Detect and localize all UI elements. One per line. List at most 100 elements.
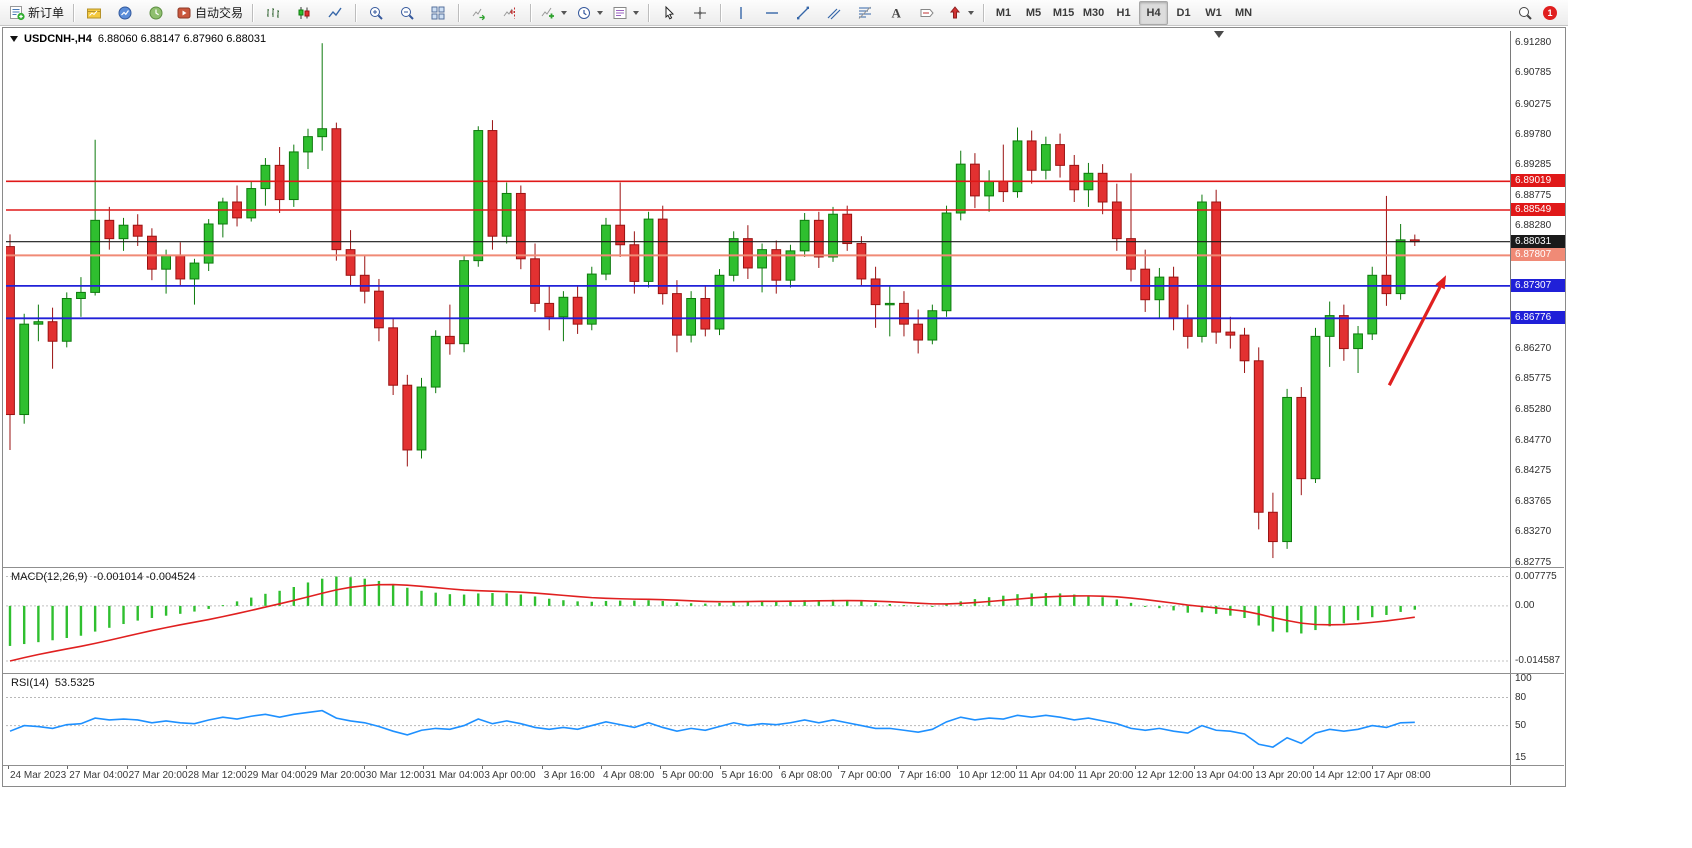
time-tick <box>1194 766 1195 769</box>
timeframe-d1-button[interactable]: D1 <box>1176 6 1191 19</box>
horizontal-line-icon <box>766 11 779 14</box>
notification-badge[interactable]: 1 <box>1543 5 1557 20</box>
time-tick <box>1075 766 1077 769</box>
price-chart-plot[interactable]: USDCNH-,H4 6.88060 6.88147 6.87960 6.880… <box>6 31 1510 566</box>
vertical-line-button[interactable] <box>726 1 756 25</box>
crosshair-button[interactable] <box>685 1 715 25</box>
zoom-out-icon <box>401 6 414 20</box>
time-tick <box>601 766 602 769</box>
time-axis[interactable]: 24 Mar 2023 27 Mar 04:00 27 Mar 20:00 28 Ma… <box>6 766 1510 785</box>
navigator-icon <box>149 6 163 19</box>
price-tick-label: 6.85280 <box>1515 403 1552 415</box>
price-line-badge: 6.88031 <box>1511 234 1565 248</box>
timeframe-m30-button[interactable]: M30 <box>1082 6 1105 19</box>
panel-divider[interactable] <box>3 567 1564 568</box>
text-button[interactable]: A <box>881 1 911 25</box>
chevron-down-icon <box>968 10 975 15</box>
indicators-button[interactable] <box>536 1 571 25</box>
market-watch-button[interactable] <box>110 1 140 25</box>
price-tick-label: 6.85775 <box>1515 373 1552 385</box>
tile-windows-button[interactable] <box>423 1 453 25</box>
bar-chart-button[interactable] <box>258 1 288 25</box>
time-tick <box>245 766 247 769</box>
time-tick-label: 27 Mar 20:00 <box>128 770 188 781</box>
price-axis[interactable]: 6.91280 6.90785 6.90275 6.89780 6.89285 6.887… <box>1511 31 1566 568</box>
time-tick <box>897 766 899 769</box>
price-line-badge: 6.89019 <box>1511 174 1565 188</box>
new-order-button[interactable]: 新订单 <box>5 1 68 25</box>
timeframe-m5-button[interactable]: M5 <box>1025 6 1042 19</box>
price-tick-label: 6.83765 <box>1515 496 1552 508</box>
autotrading-button[interactable]: 自动交易 <box>172 1 247 25</box>
periods-button[interactable] <box>572 1 607 25</box>
time-tick-label: 13 Apr 20:00 <box>1255 770 1313 781</box>
rsi-axis[interactable]: 100 80 50 15 <box>1511 673 1566 764</box>
time-tick-label: 27 Mar 04:00 <box>69 770 129 781</box>
time-tick-label: 24 Mar 2023 <box>10 770 67 781</box>
text-label-button[interactable] <box>912 1 942 25</box>
cursor-button[interactable] <box>654 1 684 25</box>
time-tick-label: 10 Apr 12:00 <box>958 770 1016 781</box>
rsi-panel[interactable] <box>6 676 1510 763</box>
panel-divider[interactable] <box>3 673 1564 674</box>
chart-shift-marker[interactable] <box>1214 31 1224 38</box>
timeframe-h4-button[interactable]: H4 <box>1139 0 1169 25</box>
arrows-button[interactable] <box>943 1 978 25</box>
rsi-tick-label: 50 <box>1515 719 1527 731</box>
timeframe-w1-button[interactable]: W1 <box>1205 6 1222 19</box>
zoom-in-button[interactable] <box>361 1 391 25</box>
templates-button[interactable] <box>608 1 643 25</box>
macd-axis[interactable]: 0.007775 0.00 -0.014587 <box>1511 570 1566 672</box>
navigator-button[interactable] <box>141 1 171 25</box>
candlestick-chart-button[interactable] <box>289 1 319 25</box>
horizontal-line-button[interactable] <box>757 1 787 25</box>
chart-symbol-title: USDCNH-,H4 <box>24 33 92 45</box>
timeframe-m1-button[interactable]: M1 <box>995 6 1012 19</box>
time-tick <box>838 766 840 769</box>
macd-panel[interactable] <box>6 570 1510 672</box>
templates-icon <box>613 6 627 19</box>
time-tick <box>1312 766 1314 769</box>
chevron-down-icon <box>597 10 604 15</box>
toolbar-separator <box>720 3 722 22</box>
fibonacci-button[interactable] <box>850 1 880 25</box>
new-order-icon <box>10 5 25 20</box>
auto-scroll-icon <box>472 8 485 20</box>
chart-shift-button[interactable] <box>495 1 525 25</box>
timeframe-mn-button[interactable]: MN <box>1234 6 1253 19</box>
time-tick-label: 11 Apr 20:00 <box>1077 770 1134 781</box>
chart-symbol-triangle-icon <box>10 36 18 42</box>
macd-tick-label: -0.014587 <box>1515 655 1561 666</box>
indicators-icon <box>541 7 555 18</box>
panel-divider[interactable] <box>3 765 1564 766</box>
timeframe-h1-button[interactable]: H1 <box>1116 6 1131 19</box>
rsi-svg <box>6 697 1510 748</box>
trendline-button[interactable] <box>788 1 818 25</box>
time-tick-label: 7 Apr 16:00 <box>899 770 951 781</box>
time-tick-label: 13 Apr 04:00 <box>1196 770 1253 781</box>
time-tick <box>423 766 425 769</box>
price-tick-label: 6.86270 <box>1515 343 1552 355</box>
zoom-out-button[interactable] <box>392 1 422 25</box>
time-tick-label: 5 Apr 00:00 <box>662 770 714 781</box>
search-button[interactable] <box>1510 1 1540 25</box>
time-tick-label: 3 Apr 00:00 <box>484 770 536 781</box>
bar-chart-icon <box>267 7 280 18</box>
time-tick <box>956 766 958 769</box>
trendline-icon <box>797 6 810 19</box>
equidistant-channel-button[interactable] <box>819 1 849 25</box>
auto-scroll-button[interactable] <box>464 1 494 25</box>
time-tick-label: 29 Mar 20:00 <box>306 770 366 781</box>
price-tick-label: 6.84275 <box>1515 465 1552 477</box>
price-tick-label: 6.89285 <box>1515 159 1552 171</box>
toolbar-separator <box>355 3 357 22</box>
time-tick-label: 14 Apr 12:00 <box>1314 770 1372 781</box>
price-tick-label: 6.83270 <box>1515 526 1552 538</box>
line-chart-button[interactable] <box>320 1 350 25</box>
time-tick-label: 5 Apr 16:00 <box>721 770 773 781</box>
profiles-button[interactable] <box>79 1 109 25</box>
market-watch-icon <box>118 6 132 19</box>
timeframe-m15-button[interactable]: M15 <box>1052 6 1075 19</box>
new-order-label: 新订单 <box>28 6 65 20</box>
